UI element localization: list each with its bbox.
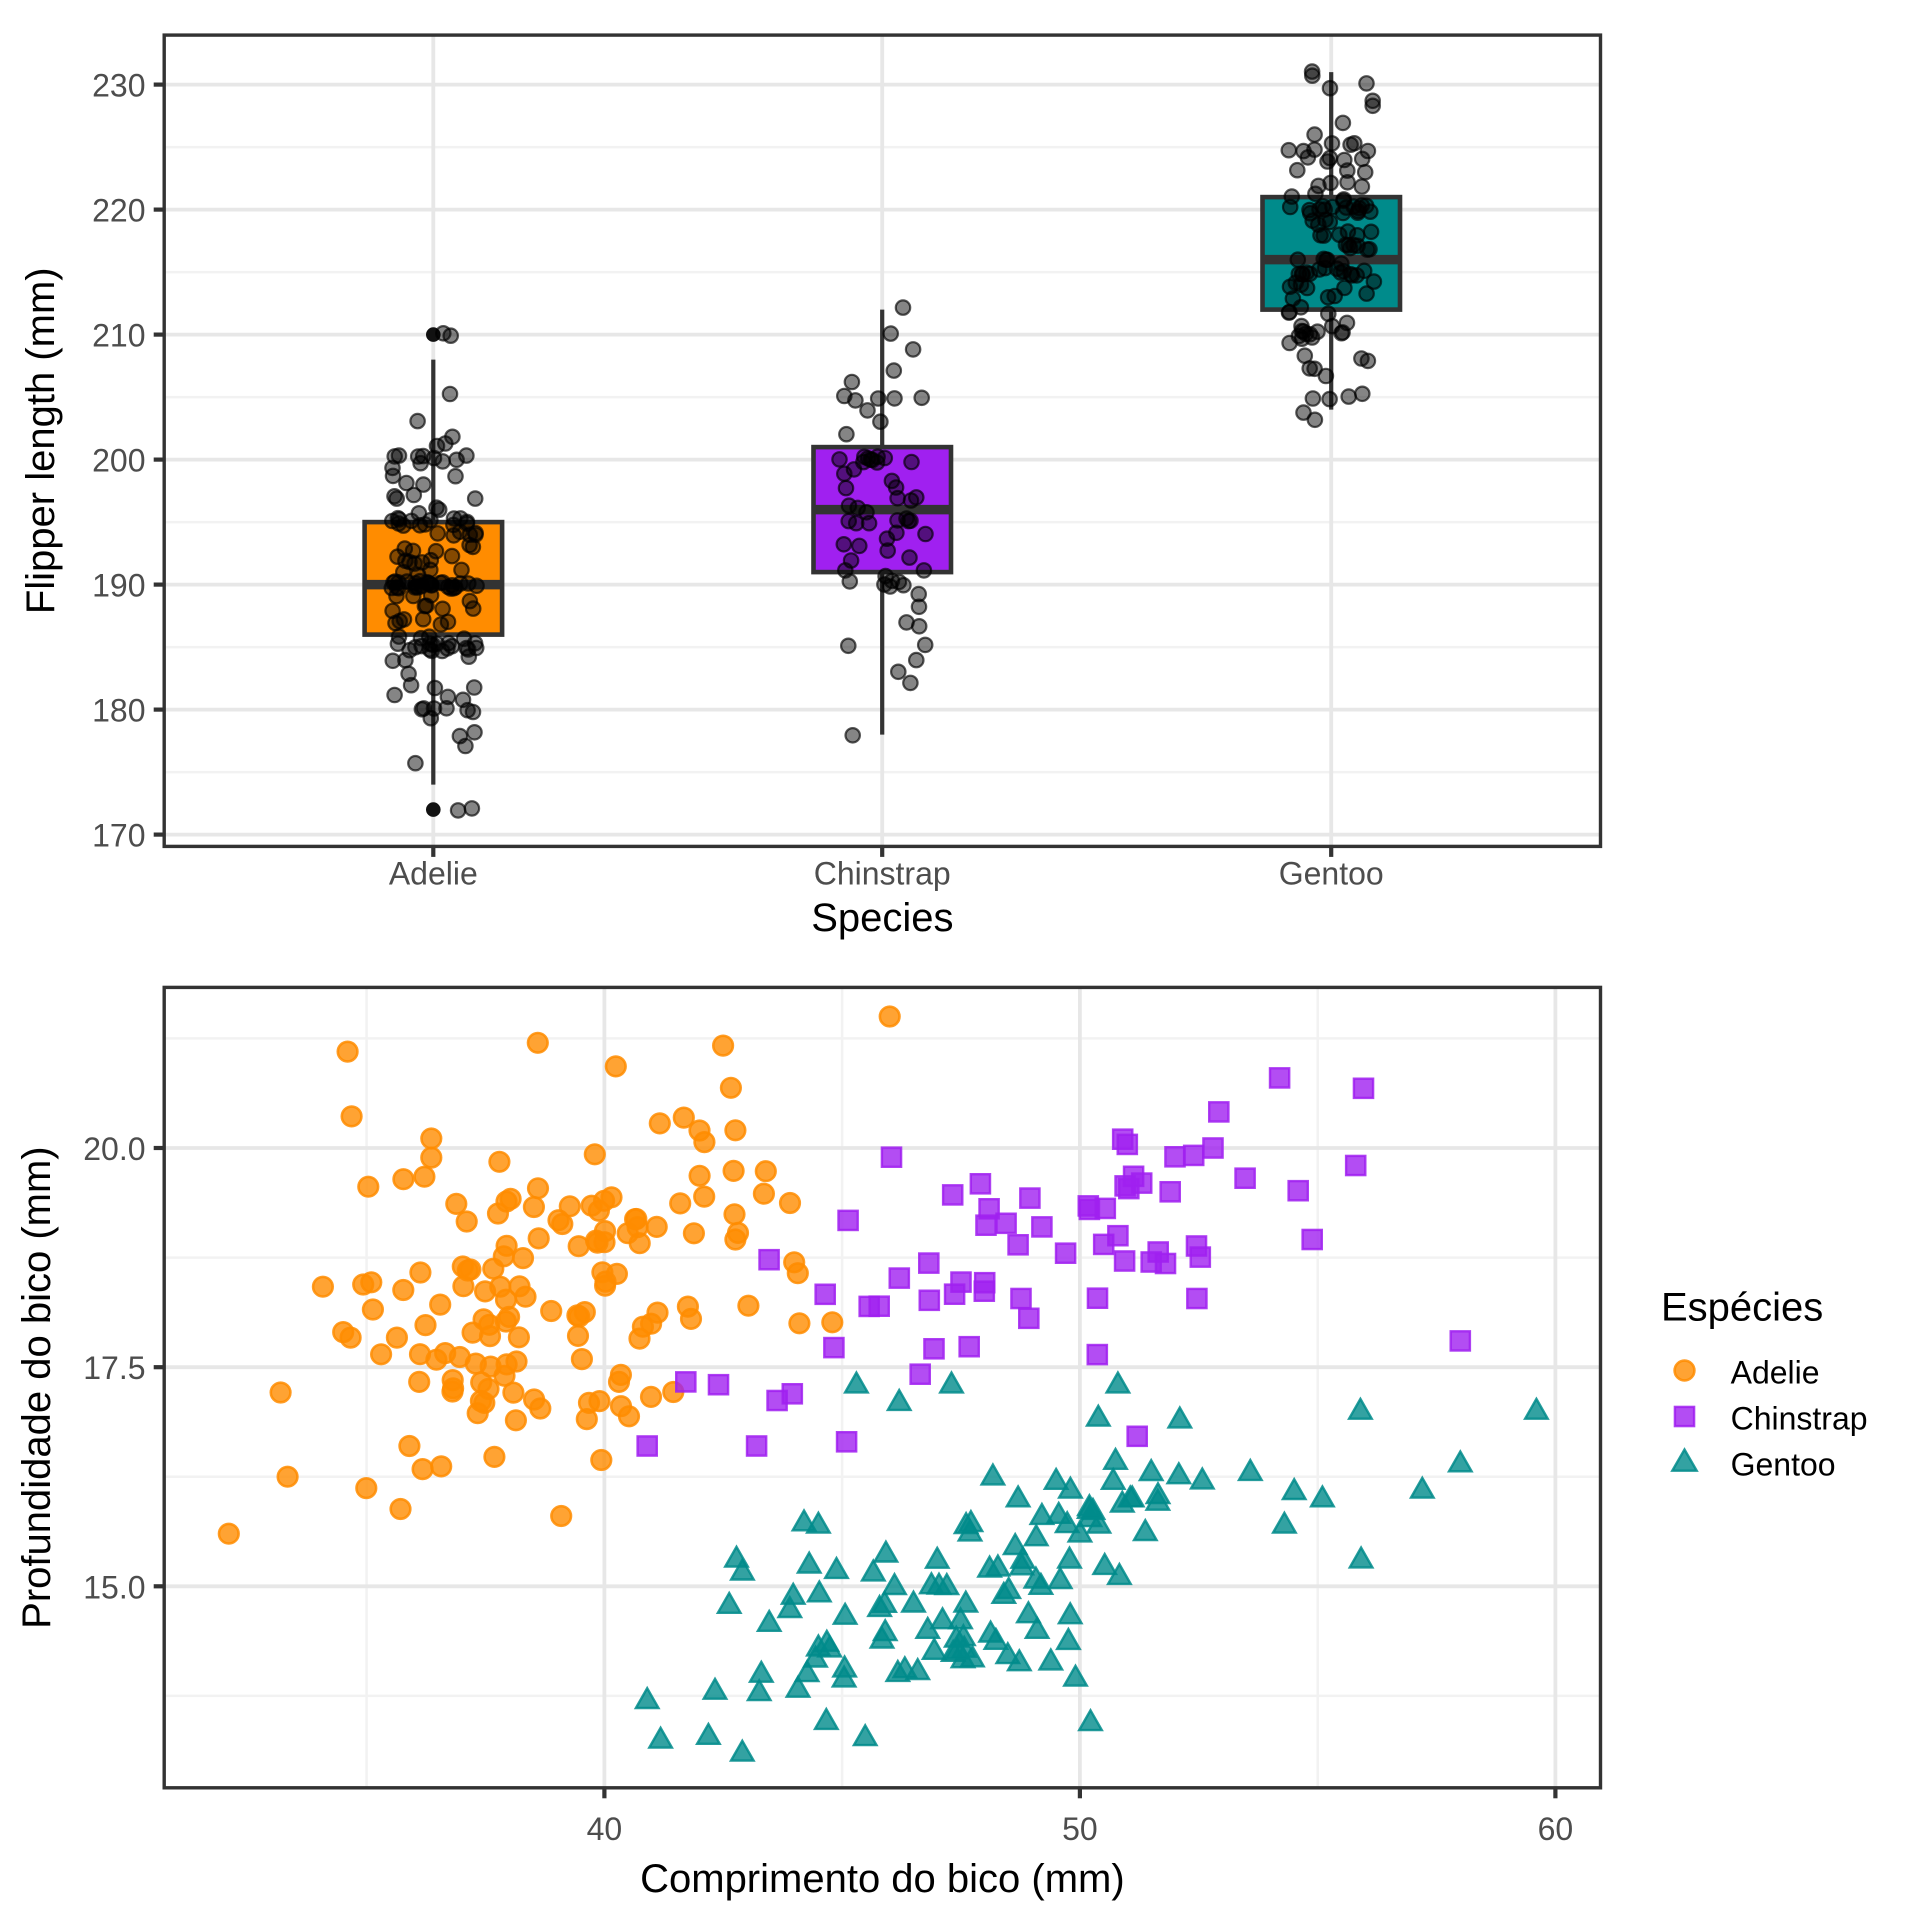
svg-text:Profundidade do bico (mm): Profundidade do bico (mm)	[15, 1146, 59, 1628]
svg-text:210: 210	[92, 318, 145, 354]
svg-text:40: 40	[587, 1811, 623, 1847]
svg-text:Species: Species	[811, 896, 953, 940]
svg-text:Comprimento do bico (mm): Comprimento do bico (mm)	[640, 1857, 1125, 1901]
svg-text:20.0: 20.0	[83, 1131, 145, 1167]
svg-text:Flipper length (mm): Flipper length (mm)	[19, 267, 63, 614]
svg-text:Chinstrap: Chinstrap	[1731, 1400, 1868, 1436]
svg-text:Chinstrap: Chinstrap	[814, 856, 951, 892]
svg-text:190: 190	[92, 568, 145, 604]
svg-text:170: 170	[92, 818, 145, 854]
svg-text:50: 50	[1062, 1811, 1098, 1847]
svg-text:15.0: 15.0	[83, 1569, 145, 1605]
svg-text:Adelie: Adelie	[389, 856, 478, 892]
svg-text:Espécies: Espécies	[1661, 1286, 1823, 1330]
svg-text:Gentoo: Gentoo	[1731, 1446, 1836, 1482]
svg-text:180: 180	[92, 693, 145, 729]
svg-text:Adelie: Adelie	[1731, 1354, 1820, 1390]
svg-text:60: 60	[1538, 1811, 1574, 1847]
svg-text:Gentoo: Gentoo	[1279, 856, 1384, 892]
svg-text:220: 220	[92, 193, 145, 229]
svg-text:17.5: 17.5	[83, 1350, 145, 1386]
svg-text:200: 200	[92, 443, 145, 479]
svg-text:230: 230	[92, 68, 145, 104]
